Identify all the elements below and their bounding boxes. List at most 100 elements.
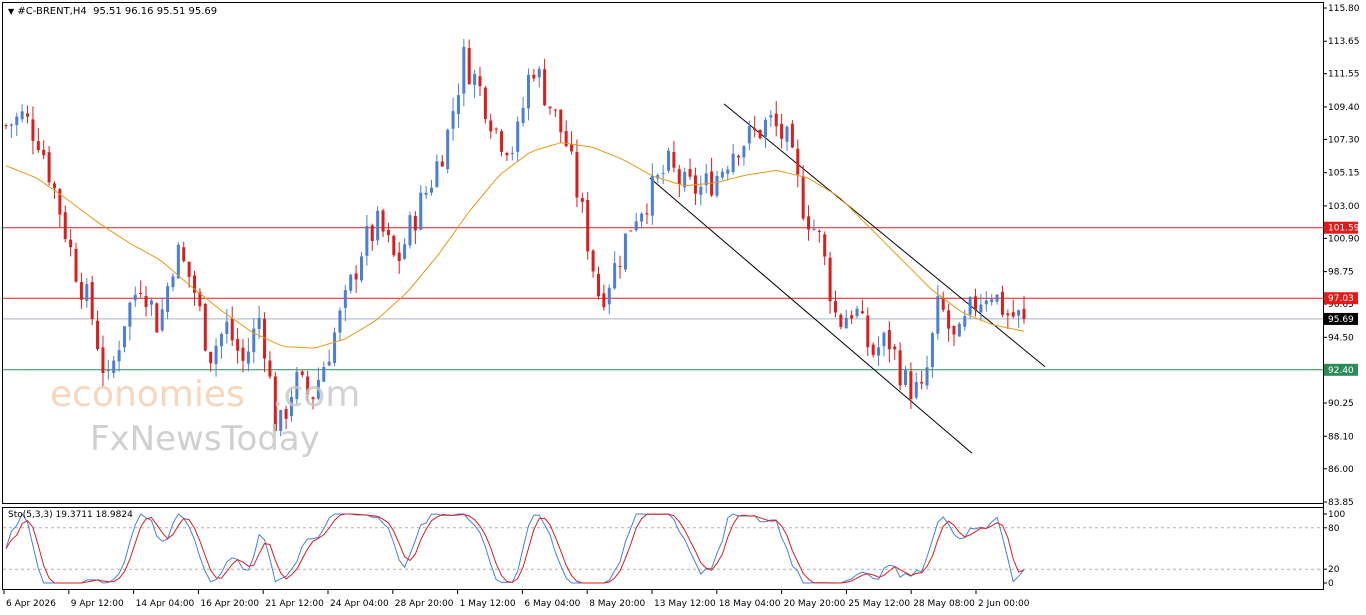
candle-body <box>726 169 730 174</box>
stochastic-level-label: 100 <box>1328 510 1345 520</box>
candle-body <box>273 376 277 431</box>
candle-body <box>117 350 121 362</box>
candle-body <box>801 176 805 219</box>
candle-body <box>634 221 638 231</box>
price-panel <box>2 2 1324 504</box>
candle-body <box>720 171 724 178</box>
candle-body <box>790 123 794 148</box>
candle-body <box>990 299 994 303</box>
candle-body <box>963 316 967 327</box>
price-tick-label: 115.80 <box>1328 4 1360 14</box>
candle-body <box>769 115 773 118</box>
candle-body <box>483 87 487 120</box>
candle-body <box>230 318 234 341</box>
candle-body <box>607 287 611 305</box>
candle-body <box>979 304 983 313</box>
candle-body <box>456 95 460 115</box>
price-tick-label: 90.25 <box>1328 399 1354 409</box>
candle-body <box>602 293 606 308</box>
time-label: 28 Apr 20:00 <box>395 599 454 609</box>
candle-body <box>850 315 854 319</box>
time-label: 14 Apr 04:00 <box>136 599 195 609</box>
candle-body <box>403 244 407 259</box>
price-marker-label: 101.59 <box>1328 224 1360 234</box>
candle-body <box>155 303 159 333</box>
candle-body <box>683 172 687 188</box>
time-label: 9 Apr 12:00 <box>71 599 124 609</box>
candle-body <box>139 292 143 294</box>
time-label: 13 May 12:00 <box>654 599 716 609</box>
candle-body <box>408 215 412 246</box>
symbol-info: ▼ #C-BRENT,H4 95.51 96.16 95.51 95.69 <box>8 6 217 17</box>
candle-body <box>198 291 202 307</box>
candle-body <box>182 247 186 262</box>
ohlc-values: 95.51 96.16 95.51 95.69 <box>93 6 218 17</box>
candle-body <box>473 74 477 85</box>
candle-body <box>688 169 692 177</box>
candle-body <box>257 317 261 329</box>
price-marker <box>1324 292 1358 305</box>
candle-body <box>128 302 132 327</box>
time-label: 6 May 04:00 <box>524 599 580 609</box>
candle-body <box>952 325 956 335</box>
candle-body <box>413 216 417 231</box>
candle-body <box>957 323 961 337</box>
price-tick-label: 88.10 <box>1328 432 1354 442</box>
candle-body <box>149 300 153 305</box>
candle-body <box>731 153 735 172</box>
candle-body <box>171 276 175 288</box>
time-label: 1 May 12:00 <box>460 599 516 609</box>
candle-body <box>645 213 649 215</box>
price-tick-label: 86.00 <box>1328 465 1354 475</box>
candle-body <box>397 252 401 261</box>
candle-body <box>887 330 891 350</box>
candle-body <box>613 263 617 289</box>
channel-upper-line[interactable] <box>723 103 1046 368</box>
candle-body <box>909 371 913 400</box>
candle-body <box>936 296 940 334</box>
price-tick-label: 111.55 <box>1328 70 1360 80</box>
candle-body <box>758 129 762 139</box>
candle-body <box>338 310 342 333</box>
stochastic-level-label: 0 <box>1328 579 1334 589</box>
candle-body <box>279 410 283 431</box>
candle-body <box>42 149 46 156</box>
candle-body <box>47 152 51 183</box>
dropdown-triangle-icon[interactable]: ▼ <box>8 7 15 16</box>
candle-body <box>36 141 40 151</box>
channel-lower-line[interactable] <box>649 177 973 454</box>
candle-body <box>1011 312 1015 317</box>
time-label: 8 May 20:00 <box>589 599 645 609</box>
candle-body <box>392 235 396 256</box>
candle-body <box>893 346 897 350</box>
candle-body <box>101 347 105 373</box>
candle-body <box>376 210 380 241</box>
candle-body <box>860 311 864 314</box>
candle-body <box>640 213 644 222</box>
candle-body <box>559 109 563 133</box>
candle-body <box>63 212 67 240</box>
candle-body <box>995 294 999 302</box>
candle-body <box>268 360 272 377</box>
candle-body <box>333 332 337 364</box>
price-tick-label: 109.40 <box>1328 103 1360 113</box>
svg-text:FxNewsToday: FxNewsToday <box>90 419 320 459</box>
candle-body <box>1022 308 1026 319</box>
price-marker-label: 97.03 <box>1328 294 1354 304</box>
candle-body <box>225 321 229 334</box>
candle-body <box>74 248 78 282</box>
candle-body <box>289 396 293 417</box>
candle-body <box>618 266 622 268</box>
candle-body <box>343 290 347 308</box>
stochastic-info: Sto(5,3,3) 19.3711 18.9824 <box>8 510 133 520</box>
candle-body <box>160 309 164 331</box>
candle-body <box>203 303 207 351</box>
candle-body <box>90 282 94 320</box>
time-label: 2 Jun 00:00 <box>978 599 1030 609</box>
candle-body <box>871 344 875 356</box>
moving-average-line <box>5 142 1025 349</box>
candle-body <box>15 116 19 126</box>
candle-body <box>564 131 568 147</box>
